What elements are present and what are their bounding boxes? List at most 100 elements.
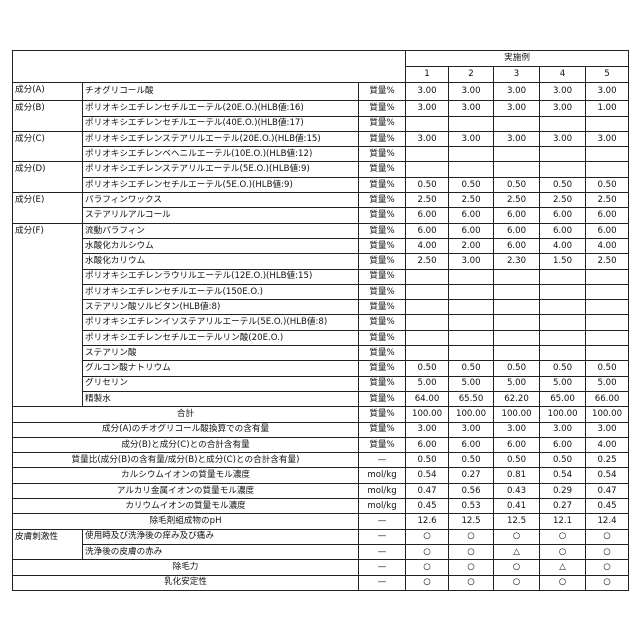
value-cell: 0.50	[406, 361, 449, 376]
value-cell: 6.00	[540, 208, 586, 223]
empty-cell	[540, 284, 586, 299]
value-cell: 6.00	[540, 223, 586, 238]
item-name: 合計	[13, 407, 359, 422]
table-row: カリウムイオンの質量モル濃度mol/kg0.450.530.410.270.45	[13, 499, 629, 514]
results-table: 実施例 12345 成分(A)チオグリコール酸質量%3.003.003.003.…	[12, 50, 629, 591]
value-cell: ○	[449, 560, 494, 575]
table-row: ポリオキシエチレンセチルエーテル(40E.O.)(HLB値:17)質量%	[13, 116, 629, 131]
value-cell: ○	[406, 544, 449, 559]
table-row: 洗浄後の皮膚の赤み—○○△○○	[13, 544, 629, 559]
unit: 質量%	[359, 193, 406, 208]
item-name: ステアリン酸	[83, 346, 359, 361]
value-cell: ○	[586, 560, 629, 575]
value-cell: 62.20	[494, 391, 540, 406]
value-cell: 100.00	[406, 407, 449, 422]
value-cell: 4.00	[406, 238, 449, 253]
value-cell: 3.00	[449, 254, 494, 269]
value-cell: 100.00	[586, 407, 629, 422]
empty-cell	[449, 147, 494, 162]
unit: 質量%	[359, 83, 406, 101]
value-cell: 6.00	[494, 223, 540, 238]
group-label: 皮膚刺激性	[13, 529, 83, 560]
value-cell: 4.00	[586, 238, 629, 253]
empty-cell	[449, 269, 494, 284]
value-cell: 5.00	[449, 376, 494, 391]
item-name: ポリオキシエチレンベヘニルエーテル(10E.O.)(HLB値:12)	[83, 147, 359, 162]
empty-cell	[540, 269, 586, 284]
value-cell: 6.00	[406, 223, 449, 238]
value-cell: 66.00	[586, 391, 629, 406]
table-row: ポリオキシエチレンイソステアリルエーテル(5E.O.)(HLB値:8)質量%	[13, 315, 629, 330]
value-cell: 3.00	[540, 131, 586, 146]
value-cell: 2.50	[586, 193, 629, 208]
item-name: ポリオキシエチレンイソステアリルエーテル(5E.O.)(HLB値:8)	[83, 315, 359, 330]
empty-cell	[406, 346, 449, 361]
item-name: ポリオキシエチレンステアリルエーテル(5E.O.)(HLB値:9)	[83, 162, 359, 177]
value-cell: 6.00	[540, 437, 586, 452]
value-cell: 4.00	[586, 437, 629, 452]
value-cell: 6.00	[494, 208, 540, 223]
table-row: 成分(B)と成分(C)との合計含有量質量%6.006.006.006.004.0…	[13, 437, 629, 452]
item-name: ポリオキシエチレンセチルエーテル(40E.O.)(HLB値:17)	[83, 116, 359, 131]
item-name: 使用時及び洗浄後の痒み及び痛み	[83, 529, 359, 544]
table-row: ポリオキシエチレンセチルエーテル(150E.O.)質量%	[13, 284, 629, 299]
value-cell: 2.50	[494, 193, 540, 208]
empty-cell	[406, 269, 449, 284]
corner-cell	[13, 51, 406, 83]
value-cell: 6.00	[494, 437, 540, 452]
value-cell: 1.50	[540, 254, 586, 269]
value-cell: 3.00	[494, 83, 540, 101]
unit: 質量%	[359, 269, 406, 284]
value-cell: 4.00	[540, 238, 586, 253]
value-cell: ○	[494, 575, 540, 590]
unit: —	[359, 560, 406, 575]
value-cell: 3.00	[586, 131, 629, 146]
empty-cell	[406, 116, 449, 131]
example-number: 1	[406, 67, 449, 83]
item-name: カリウムイオンの質量モル濃度	[13, 499, 359, 514]
unit: 質量%	[359, 346, 406, 361]
group-label: 成分(D)	[13, 162, 83, 193]
unit: 質量%	[359, 208, 406, 223]
item-name: パラフィンワックス	[83, 193, 359, 208]
value-cell: ○	[586, 544, 629, 559]
empty-cell	[586, 269, 629, 284]
empty-cell	[586, 147, 629, 162]
value-cell: ○	[406, 560, 449, 575]
empty-cell	[406, 315, 449, 330]
unit: 質量%	[359, 284, 406, 299]
table-row: アルカリ金属イオンの質量モル濃度mol/kg0.470.560.430.290.…	[13, 483, 629, 498]
table-row: ポリオキシエチレンセチルエーテル(5E.O.)(HLB値:9)質量%0.500.…	[13, 177, 629, 192]
table-row: ポリオキシエチレンベヘニルエーテル(10E.O.)(HLB値:12)質量%	[13, 147, 629, 162]
empty-cell	[449, 300, 494, 315]
table-row: ステアリルアルコール質量%6.006.006.006.006.00	[13, 208, 629, 223]
example-number: 4	[540, 67, 586, 83]
value-cell: 12.5	[494, 514, 540, 529]
empty-cell	[586, 284, 629, 299]
unit: 質量%	[359, 223, 406, 238]
item-name: カルシウムイオンの質量モル濃度	[13, 468, 359, 483]
value-cell: 0.54	[406, 468, 449, 483]
value-cell: 6.00	[406, 208, 449, 223]
item-name: 水酸化カリウム	[83, 254, 359, 269]
item-name: 成分(B)と成分(C)との合計含有量	[13, 437, 359, 452]
item-name: ポリオキシエチレンセチルエーテルリン酸(20E.O.)	[83, 330, 359, 345]
unit: 質量%	[359, 254, 406, 269]
value-cell: 12.6	[406, 514, 449, 529]
value-cell: 0.41	[494, 499, 540, 514]
table-row: 皮膚刺激性使用時及び洗浄後の痒み及び痛み—○○○○○	[13, 529, 629, 544]
value-cell: 3.00	[494, 131, 540, 146]
item-name: 成分(A)のチオグリコール酸換算での含有量	[13, 422, 359, 437]
value-cell: ○	[406, 575, 449, 590]
unit: —	[359, 544, 406, 559]
value-cell: 6.00	[406, 437, 449, 452]
item-name: ポリオキシエチレンステアリルエーテル(20E.O.)(HLB値:15)	[83, 131, 359, 146]
unit: —	[359, 514, 406, 529]
value-cell: 2.50	[406, 254, 449, 269]
empty-cell	[540, 330, 586, 345]
empty-cell	[406, 300, 449, 315]
unit: 質量%	[359, 391, 406, 406]
value-cell: ○	[540, 529, 586, 544]
value-cell: ○	[540, 544, 586, 559]
value-cell: 3.00	[449, 101, 494, 116]
